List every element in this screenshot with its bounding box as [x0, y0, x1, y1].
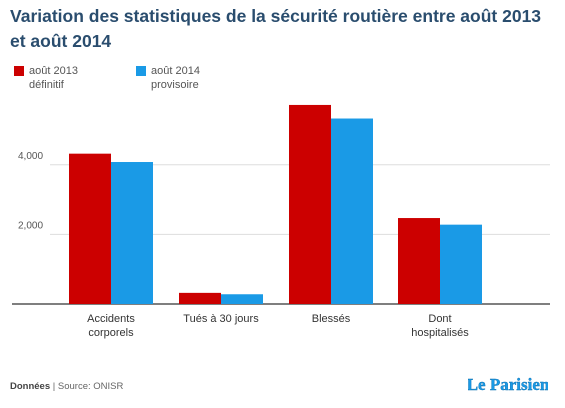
- y-tick-label: 4,000: [18, 151, 43, 162]
- bar-2013-1: [179, 292, 221, 304]
- legend-label-2013-line2: définitif: [29, 79, 64, 91]
- logo-text: Le Parisien: [468, 375, 548, 394]
- bar-2014-2: [331, 118, 373, 305]
- bar-2013-3: [398, 218, 440, 304]
- footer-source-text: Source: ONISR: [57, 381, 124, 392]
- chart-title: Variation des statistiques de la sécurit…: [10, 6, 542, 51]
- x-tick-label: corporels: [88, 327, 134, 339]
- footer-label: Données: [10, 381, 51, 392]
- x-tick-label: Blessés: [312, 313, 351, 325]
- bar-2014-0: [111, 162, 153, 304]
- bar-2014-3: [440, 224, 482, 304]
- footer-source: Données | Source: ONISR: [10, 381, 123, 392]
- le-parisien-logo: Le Parisien: [468, 373, 548, 395]
- legend-swatch-2013: [14, 66, 24, 76]
- legend-label-2014-line1: août 2014: [151, 65, 200, 77]
- x-tick-label: Accidents: [87, 313, 135, 325]
- bar-2013-2: [289, 104, 331, 304]
- legend-label-2013-line1: août 2013: [29, 65, 78, 77]
- bar-2014-1: [221, 294, 263, 304]
- x-tick-label: Tués à 30 jours: [183, 313, 259, 325]
- bar-2013-0: [69, 153, 111, 304]
- x-tick-label: hospitalisés: [411, 327, 469, 339]
- footer-separator: |: [50, 381, 58, 392]
- y-tick-label: 2,000: [18, 220, 43, 231]
- legend-label-2014-line2: provisoire: [151, 79, 199, 91]
- legend-swatch-2014: [136, 66, 146, 76]
- x-tick-label: Dont: [428, 313, 451, 325]
